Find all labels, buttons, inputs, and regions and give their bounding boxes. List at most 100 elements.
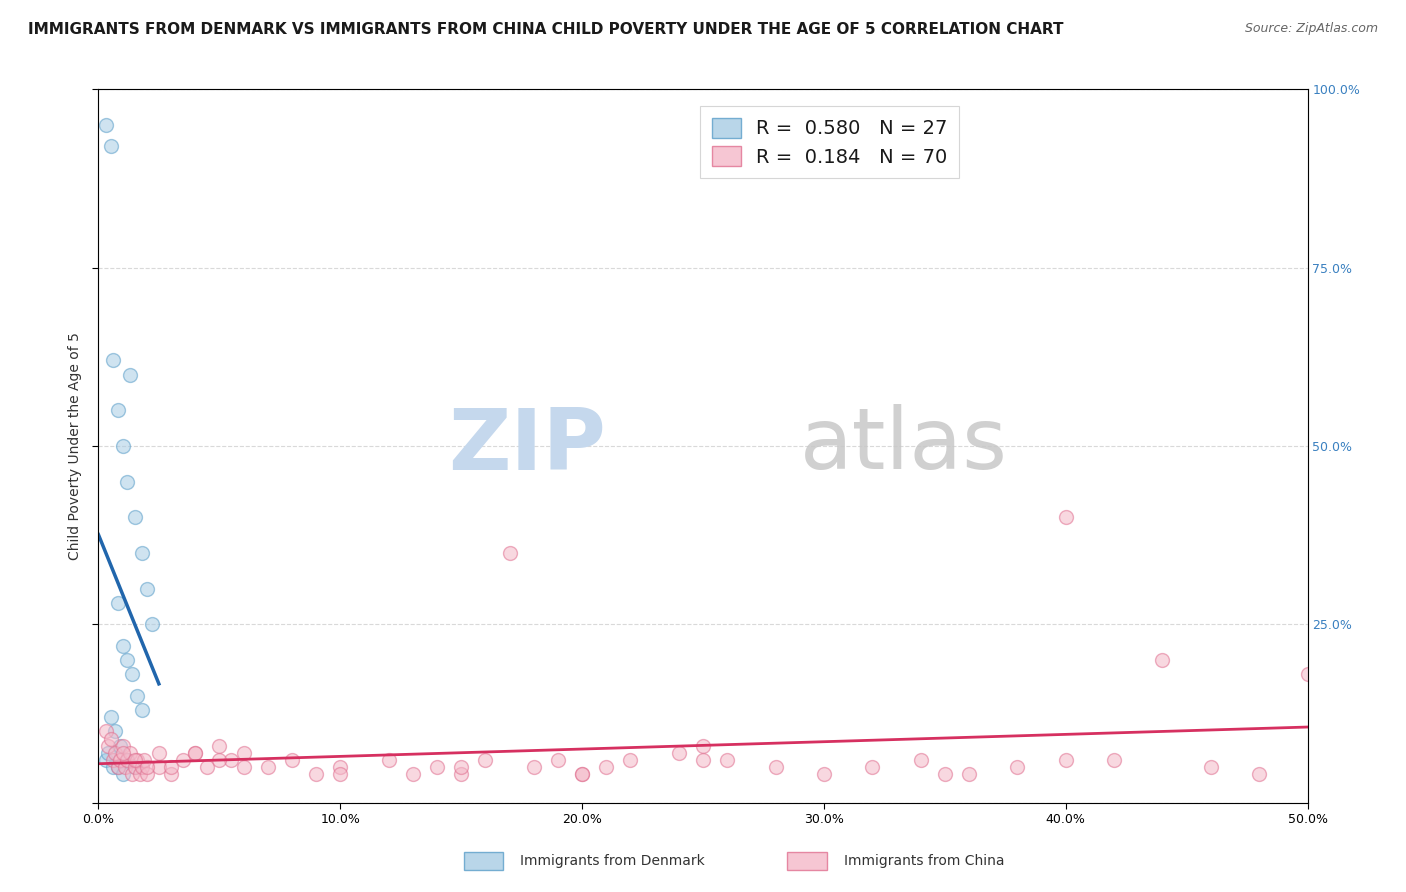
Point: [716, 753, 738, 767]
Point: [402, 767, 425, 781]
Point: [101, 753, 124, 767]
Point: [1054, 753, 1077, 767]
Point: [121, 767, 143, 781]
Point: [104, 746, 127, 760]
Point: [692, 739, 714, 753]
Point: [595, 760, 617, 774]
Point: [668, 746, 690, 760]
Point: [160, 760, 183, 774]
Point: [100, 139, 122, 153]
Point: [135, 760, 157, 774]
Point: [305, 767, 328, 781]
Point: [1296, 667, 1319, 681]
Point: [101, 760, 124, 774]
Point: [172, 753, 194, 767]
Point: [121, 667, 143, 681]
Point: [232, 746, 254, 760]
Point: [765, 760, 787, 774]
Point: [910, 753, 932, 767]
Point: [104, 724, 127, 739]
Point: [135, 582, 157, 596]
Point: [134, 753, 156, 767]
Point: [107, 596, 129, 610]
Point: [118, 368, 141, 382]
Point: [571, 767, 593, 781]
Legend: R =  0.580   N = 27, R =  0.184   N = 70: R = 0.580 N = 27, R = 0.184 N = 70: [700, 106, 959, 178]
Point: [619, 753, 641, 767]
Point: [692, 753, 714, 767]
Point: [97, 746, 120, 760]
Point: [124, 753, 146, 767]
Point: [111, 639, 134, 653]
Point: [111, 739, 134, 753]
Point: [184, 746, 207, 760]
Point: [148, 760, 170, 774]
Point: [957, 767, 980, 781]
Text: Source: ZipAtlas.com: Source: ZipAtlas.com: [1244, 22, 1378, 36]
Point: [124, 760, 146, 774]
Point: [117, 653, 139, 667]
Point: [107, 760, 129, 774]
Point: [195, 760, 218, 774]
Point: [94, 118, 117, 132]
Point: [426, 760, 449, 774]
Point: [498, 546, 520, 560]
Point: [208, 739, 231, 753]
Point: [232, 760, 254, 774]
Point: [127, 689, 149, 703]
Point: [208, 753, 231, 767]
Point: [94, 753, 117, 767]
Point: [1249, 767, 1271, 781]
Text: ZIP: ZIP: [449, 404, 606, 488]
Point: [474, 753, 496, 767]
Point: [124, 510, 146, 524]
Point: [111, 767, 134, 781]
Point: [108, 753, 131, 767]
Point: [118, 746, 141, 760]
Point: [124, 760, 146, 774]
Point: [329, 767, 352, 781]
Point: [94, 724, 117, 739]
Point: [160, 767, 183, 781]
Point: [100, 731, 122, 746]
Point: [329, 760, 352, 774]
Point: [114, 760, 136, 774]
Point: [131, 760, 153, 774]
Point: [108, 739, 131, 753]
Text: Immigrants from Denmark: Immigrants from Denmark: [520, 854, 704, 868]
Point: [141, 617, 163, 632]
Point: [1102, 753, 1125, 767]
Point: [860, 760, 883, 774]
Point: [256, 760, 278, 774]
Point: [111, 439, 134, 453]
Point: [135, 767, 157, 781]
Point: [934, 767, 956, 781]
Point: [101, 353, 124, 368]
Point: [450, 760, 472, 774]
Point: [813, 767, 835, 781]
Point: [1152, 653, 1174, 667]
Point: [128, 767, 150, 781]
Y-axis label: Child Poverty Under the Age of 5: Child Poverty Under the Age of 5: [69, 332, 83, 560]
Point: [450, 767, 472, 781]
Point: [111, 746, 134, 760]
Text: atlas: atlas: [800, 404, 1008, 488]
Point: [131, 546, 153, 560]
Text: Immigrants from China: Immigrants from China: [844, 854, 1004, 868]
Point: [117, 753, 139, 767]
Point: [127, 753, 149, 767]
Point: [547, 753, 569, 767]
Point: [1199, 760, 1222, 774]
Point: [117, 475, 139, 489]
Point: [1007, 760, 1029, 774]
Point: [117, 753, 139, 767]
Point: [184, 746, 207, 760]
Point: [523, 760, 546, 774]
Point: [377, 753, 399, 767]
Point: [148, 746, 170, 760]
Point: [107, 760, 129, 774]
Text: IMMIGRANTS FROM DENMARK VS IMMIGRANTS FROM CHINA CHILD POVERTY UNDER THE AGE OF : IMMIGRANTS FROM DENMARK VS IMMIGRANTS FR…: [28, 22, 1063, 37]
Point: [100, 710, 122, 724]
Point: [131, 703, 153, 717]
Point: [97, 739, 120, 753]
